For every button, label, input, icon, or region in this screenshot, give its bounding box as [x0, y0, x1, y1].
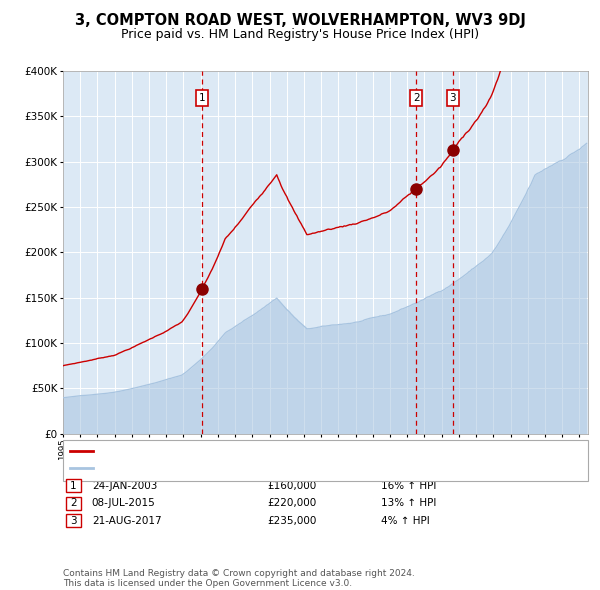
Text: HPI: Average price, detached house, Wolverhampton: HPI: Average price, detached house, Wolv…: [96, 463, 347, 473]
Text: 13% ↑ HPI: 13% ↑ HPI: [381, 499, 436, 508]
Text: Contains HM Land Registry data © Crown copyright and database right 2024.
This d: Contains HM Land Registry data © Crown c…: [63, 569, 415, 588]
Text: 3: 3: [449, 93, 456, 103]
Text: Price paid vs. HM Land Registry's House Price Index (HPI): Price paid vs. HM Land Registry's House …: [121, 28, 479, 41]
Text: 21-AUG-2017: 21-AUG-2017: [92, 516, 161, 526]
Text: 24-JAN-2003: 24-JAN-2003: [92, 481, 157, 490]
Text: £220,000: £220,000: [267, 499, 316, 508]
Text: 3, COMPTON ROAD WEST, WOLVERHAMPTON, WV3 9DJ: 3, COMPTON ROAD WEST, WOLVERHAMPTON, WV3…: [74, 13, 526, 28]
Text: 2: 2: [70, 499, 77, 508]
Text: £235,000: £235,000: [267, 516, 316, 526]
Text: 2: 2: [413, 93, 419, 103]
Text: 16% ↑ HPI: 16% ↑ HPI: [381, 481, 436, 490]
Text: 4% ↑ HPI: 4% ↑ HPI: [381, 516, 430, 526]
Text: 1: 1: [199, 93, 205, 103]
Text: £160,000: £160,000: [267, 481, 316, 490]
Text: 3, COMPTON ROAD WEST, WOLVERHAMPTON, WV3 9DJ (detached house): 3, COMPTON ROAD WEST, WOLVERHAMPTON, WV3…: [96, 447, 444, 456]
Text: 3: 3: [70, 516, 77, 526]
Text: 08-JUL-2015: 08-JUL-2015: [92, 499, 155, 508]
Text: 1: 1: [70, 481, 77, 490]
